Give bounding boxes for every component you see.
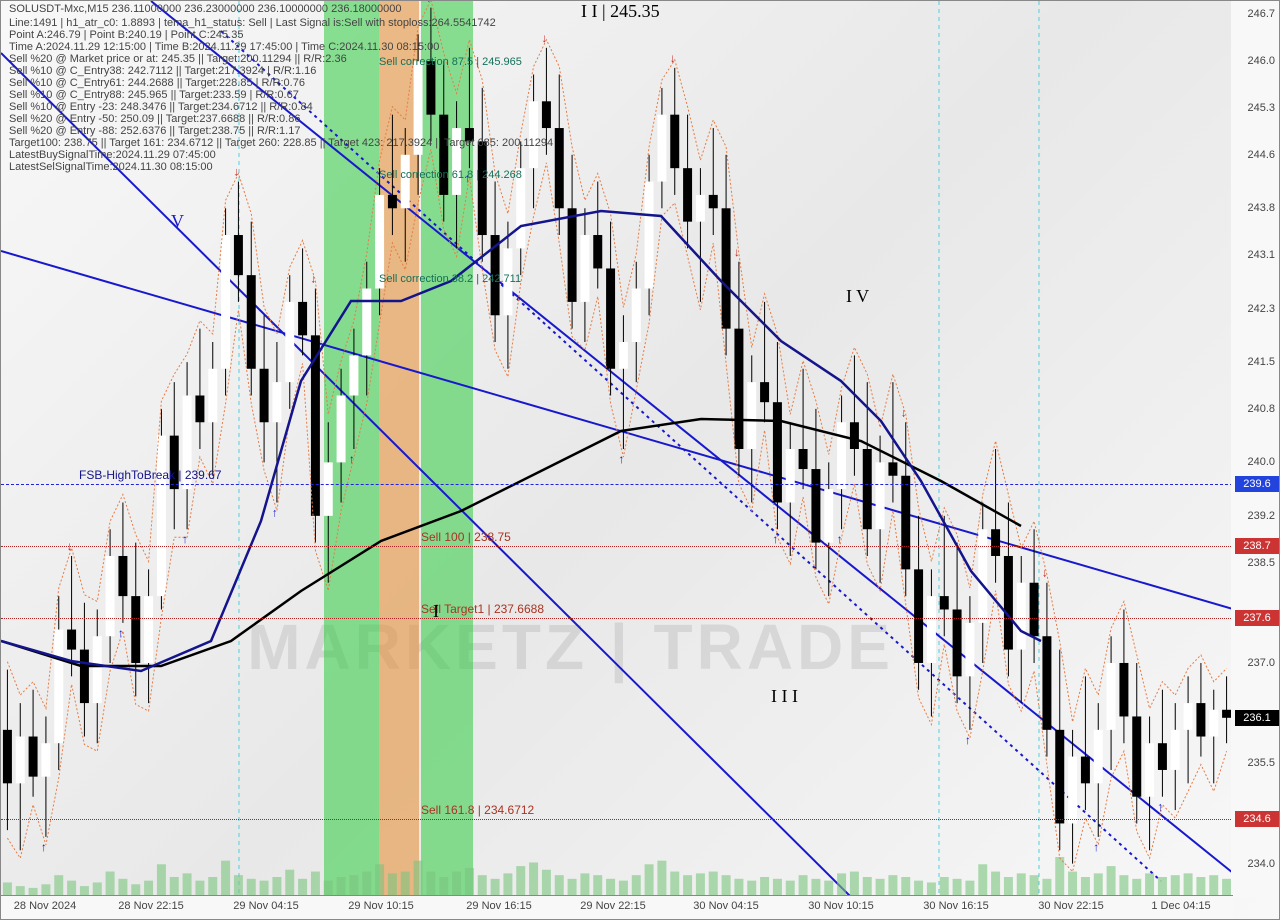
info-line: LatestSelSignalTime:2024.11.30 08:15:00 bbox=[9, 161, 213, 173]
price-badge: 237.6 bbox=[1235, 610, 1279, 626]
chart-svg: ↑↓↑↑↓↑↓↑↓↑↓↑↓↓↑↑↓↑↓↑↑ bbox=[1, 1, 1233, 897]
y-tick: 244.6 bbox=[1247, 149, 1275, 161]
info-line: Sell %20 @ Entry -88: 252.6376 || Target… bbox=[9, 125, 300, 137]
y-tick: 239.2 bbox=[1247, 510, 1275, 522]
info-line: Sell %10 @ Entry -23: 248.3476 || Target… bbox=[9, 101, 313, 113]
x-tick: 30 Nov 22:15 bbox=[1038, 900, 1103, 912]
annotation-label: Sell correction 38.2 | 242.711 bbox=[379, 273, 521, 285]
svg-text:↑: ↑ bbox=[182, 532, 188, 546]
wave-label: V bbox=[171, 211, 184, 232]
svg-text:↓: ↓ bbox=[734, 245, 740, 259]
horizontal-line bbox=[1, 618, 1233, 619]
svg-text:↓: ↓ bbox=[541, 31, 547, 45]
horizontal-line bbox=[1, 484, 1233, 485]
svg-text:↑: ↑ bbox=[272, 505, 278, 519]
x-tick: 28 Nov 2024 bbox=[14, 900, 76, 912]
highlight-band bbox=[379, 1, 419, 897]
x-tick: 30 Nov 16:15 bbox=[923, 900, 988, 912]
horizontal-line bbox=[1, 546, 1233, 547]
svg-text:↓: ↓ bbox=[1042, 566, 1048, 580]
hline-label: FSB-HighToBreak | 239.67 bbox=[79, 468, 222, 482]
x-tick: 28 Nov 22:15 bbox=[118, 900, 183, 912]
x-axis: 28 Nov 2024 28 Nov 22:15 29 Nov 04:15 29 No… bbox=[1, 895, 1233, 919]
y-tick: 246.0 bbox=[1247, 55, 1275, 67]
annotation-label: Sell correction 87.5 | 245.965 bbox=[379, 56, 522, 68]
highlight-band bbox=[324, 1, 379, 897]
svg-text:↑: ↑ bbox=[837, 532, 843, 546]
y-tick: 240.0 bbox=[1247, 456, 1275, 468]
info-line: Sell %10 @ C_Entry88: 245.965 || Target:… bbox=[9, 89, 299, 101]
x-tick: 30 Nov 04:15 bbox=[693, 900, 758, 912]
svg-text:↓: ↓ bbox=[670, 51, 676, 65]
info-line: Sell %20 @ Entry -50: 250.09 || Target:2… bbox=[9, 113, 300, 125]
y-tick: 237.0 bbox=[1247, 657, 1275, 669]
chart-container: MARKETZ | TRADE ↑↓↑↑↓↑↓↑↓↑↓↑↓↓↑↑↓↑↓↑↑ FS… bbox=[0, 0, 1280, 920]
svg-text:↓: ↓ bbox=[901, 405, 907, 419]
top-center-label: I I | 245.35 bbox=[581, 1, 660, 22]
y-tick: 243.1 bbox=[1247, 249, 1275, 261]
svg-text:↑: ↑ bbox=[41, 840, 47, 854]
x-tick: 29 Nov 10:15 bbox=[348, 900, 413, 912]
x-tick: 1 Dec 04:15 bbox=[1151, 900, 1210, 912]
svg-text:↓: ↓ bbox=[233, 165, 239, 179]
wave-label: I I I bbox=[771, 686, 798, 707]
svg-text:↑: ↑ bbox=[1093, 840, 1099, 854]
y-tick: 242.3 bbox=[1247, 303, 1275, 315]
wave-label: I V bbox=[846, 286, 869, 307]
y-tick: 243.8 bbox=[1247, 202, 1275, 214]
x-tick: 30 Nov 10:15 bbox=[808, 900, 873, 912]
price-badge: 236.1 bbox=[1235, 710, 1279, 726]
info-line: Sell %20 @ Market price or at: 245.35 ||… bbox=[9, 53, 347, 65]
info-line: Sell %10 @ C_Entry38: 242.7112 || Target… bbox=[9, 65, 316, 77]
y-tick: 245.3 bbox=[1247, 102, 1275, 114]
hline-label: Sell 100 | 238.75 bbox=[421, 530, 511, 544]
svg-text:↑: ↑ bbox=[1157, 800, 1163, 814]
highlight-band bbox=[421, 1, 473, 897]
svg-text:↑: ↑ bbox=[618, 452, 624, 466]
y-tick: 235.5 bbox=[1247, 757, 1275, 769]
svg-text:↑: ↑ bbox=[965, 733, 971, 747]
annotation-label: Sell correction 61.8 | 244.268 bbox=[379, 169, 522, 181]
y-tick: 240.8 bbox=[1247, 403, 1275, 415]
price-badge: 238.7 bbox=[1235, 538, 1279, 554]
x-tick: 29 Nov 22:15 bbox=[580, 900, 645, 912]
y-tick: 241.5 bbox=[1247, 356, 1275, 368]
y-axis: 246.7 246.0 245.3 244.6 243.8 243.1 242.3 241.5… bbox=[1231, 1, 1279, 897]
price-badge: 239.6 bbox=[1235, 476, 1279, 492]
svg-text:↑: ↑ bbox=[118, 626, 124, 640]
x-tick: 29 Nov 16:15 bbox=[466, 900, 531, 912]
hline-label: Sell 161.8 | 234.6712 bbox=[421, 803, 534, 817]
wave-label: I bbox=[433, 601, 439, 622]
horizontal-line bbox=[1, 819, 1233, 820]
svg-text:↑: ↑ bbox=[772, 532, 778, 546]
y-tick: 234.0 bbox=[1247, 858, 1275, 870]
price-badge: 234.6 bbox=[1235, 811, 1279, 827]
info-line: LatestBuySignalTime:2024.11.29 07:45:00 bbox=[9, 149, 216, 161]
plot-area[interactable]: MARKETZ | TRADE ↑↓↑↑↓↑↓↑↓↑↓↑↓↓↑↑↓↑↓↑↑ FS… bbox=[1, 1, 1233, 897]
x-tick: 29 Nov 04:15 bbox=[233, 900, 298, 912]
info-line: Sell %10 @ C_Entry61: 244.2688 || Target… bbox=[9, 77, 305, 89]
hline-label: Sell Target1 | 237.6688 bbox=[421, 602, 544, 616]
info-line: Point A:246.79 | Point B:240.19 | Point … bbox=[9, 29, 243, 41]
y-tick: 246.7 bbox=[1247, 8, 1275, 20]
svg-text:↓: ↓ bbox=[310, 272, 316, 286]
y-tick: 238.5 bbox=[1247, 557, 1275, 569]
